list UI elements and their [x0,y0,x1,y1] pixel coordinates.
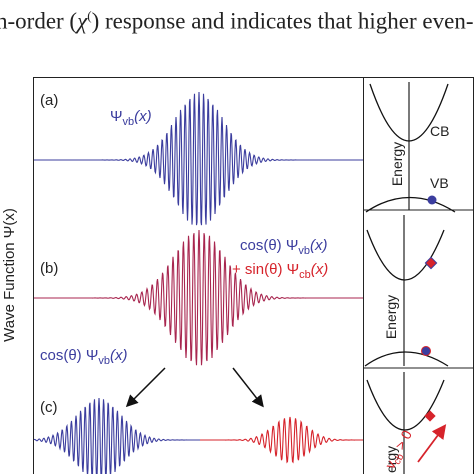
panel-a-label-arg: (x) [134,108,152,125]
panel-b-line1-arg: (x) [310,237,328,254]
band2-valence-band [364,351,449,367]
wavepacket-c-blue [33,397,200,474]
band3-velocity-sub: cb [392,452,407,467]
y-axis-label: Wave Function Ψ(x) [1,208,18,342]
caption-chi-superscript: ( [87,8,92,23]
wavepacket-a [34,91,363,226]
band3-velocity-arrow [417,424,447,463]
panel-b-line1-prefix: cos(θ) Ψ [240,237,298,254]
panel-c-tag: (c) [40,399,58,416]
band3-energy-label: Energy [383,446,399,474]
panel-b-label-line1: cos(θ) Ψvb(x) [240,237,328,257]
band2-valence-electron [421,346,431,356]
panel-c-label-sub: vb [98,355,110,367]
panel-a-tag: (a) [40,92,58,109]
band2-energy-label: Energy [383,295,399,339]
panel-c-label: cos(θ) Ψvb(x) [40,347,128,367]
band1-cb-label: CB [430,123,449,139]
band3-conduction-electron [424,410,436,422]
band1-vb-label: VB [430,175,449,191]
panel-a-label: Ψvb(x) [110,108,152,128]
band3-conduction-band [366,379,445,431]
caption-prefix: h-order ( [0,8,78,34]
panel-c-label-prefix: cos(θ) Ψ [40,347,98,364]
panel-b-line2-prefix: + sin(θ) Ψ [232,261,299,278]
panel-b-line1-sub: vb [298,245,310,257]
caption-line: h-order (χ() response and indicates that… [0,0,474,44]
panel-a-label-sub: vb [123,116,135,128]
band1-valence-electron [427,195,437,205]
caption-chi: χ [77,8,88,34]
band2-conduction-band [366,229,445,281]
wavepacket-c-red [200,416,363,464]
panel-c-label-arg: (x) [110,347,128,364]
panel-b-label-line2: + sin(θ) Ψcb(x) [232,261,328,281]
panel-b-line2-arg: (x) [311,261,329,278]
panel-b-tag: (b) [40,260,58,277]
caption-suffix: ) response and indicates that higher eve… [91,8,474,34]
band1-conduction-band [369,83,449,142]
panel-b-line2-sub: cb [299,269,311,281]
band1-valence-band [365,196,456,213]
band1-energy-label: Energy [389,142,405,186]
wavepacket-b [34,229,363,366]
arrow-to-cb-packet [232,367,264,408]
arrow-to-vb-packet [125,367,166,408]
panel-a-label-main: Ψ [110,108,123,125]
band2-conduction-electron [424,256,438,270]
